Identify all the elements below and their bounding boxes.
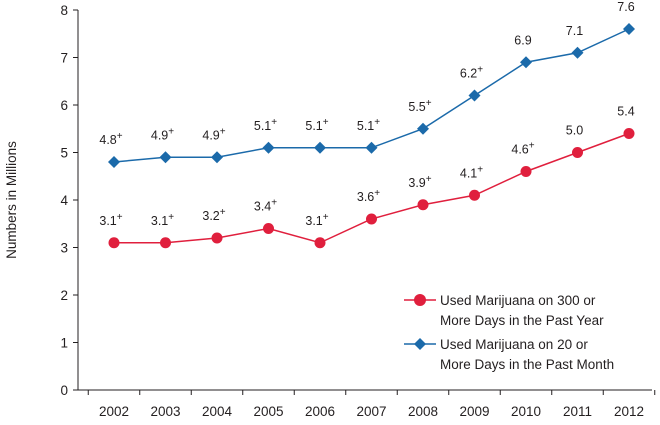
data-label: 3.1+ (305, 212, 328, 228)
x-tick-label: 2011 (563, 404, 592, 419)
series-layer (108, 23, 635, 249)
data-point-diamond (159, 151, 172, 164)
data-point-diamond (108, 156, 120, 168)
legend-entry-past-year: Used Marijuana on 300 or More Days in the… (404, 293, 604, 328)
data-point-diamond (211, 151, 223, 164)
data-label: 3.6+ (357, 188, 380, 204)
y-tick-label: 1 (60, 336, 68, 351)
legend-entry-past-month: Used Marijuana on 20 or More Days in the … (404, 337, 614, 372)
legend-label: More Days in the Past Month (440, 357, 614, 372)
axes: 0 1 2 3 4 5 6 7 8 2002 2003 2004 2005 2006 2007 2008 200… (4, 3, 656, 419)
y-tick-label: 3 (60, 241, 68, 256)
data-point-diamond (417, 122, 429, 135)
x-tick-label: 2004 (202, 404, 233, 419)
data-point-circle (572, 147, 583, 158)
data-point-circle (263, 223, 274, 234)
x-tick-label: 2008 (408, 404, 438, 419)
data-label: 3.4+ (254, 198, 277, 214)
data-point-diamond (623, 23, 635, 35)
y-tick-label: 7 (60, 51, 68, 66)
data-label: 3.1+ (151, 212, 174, 228)
data-point-diamond (262, 141, 275, 154)
data-label: 4.6+ (511, 141, 534, 157)
y-tick-label: 8 (60, 3, 68, 18)
x-tick-label: 2007 (356, 404, 386, 419)
data-point-diamond (468, 89, 481, 102)
data-point-diamond (520, 56, 532, 69)
data-label: 5.1+ (305, 117, 328, 133)
data-point-circle (469, 189, 480, 201)
x-tick-label: 2003 (150, 404, 180, 419)
legend-label: More Days in the Past Year (440, 313, 604, 328)
x-tick-label: 2006 (305, 404, 335, 419)
x-tick-label: 2009 (459, 404, 489, 419)
data-label: 5.5+ (408, 98, 431, 114)
data-point-circle (314, 237, 326, 249)
y-tick-label: 6 (60, 98, 68, 113)
data-point-diamond (365, 141, 378, 154)
data-label: 5.1+ (357, 117, 380, 133)
data-label: 6.2+ (460, 65, 483, 81)
y-tick-label: 0 (60, 383, 68, 398)
data-label: 4.9+ (151, 126, 174, 142)
legend-label: Used Marijuana on 20 or (440, 337, 588, 352)
y-tick-label: 2 (60, 288, 68, 303)
data-point-circle (108, 237, 120, 249)
data-label: 5.0 (566, 124, 583, 138)
data-point-circle (417, 199, 429, 211)
legend-marker-diamond (414, 338, 426, 350)
y-tick-label: 4 (60, 193, 68, 208)
data-point-circle (160, 237, 171, 249)
data-label: 4.8+ (99, 131, 122, 147)
data-label: 4.9+ (202, 126, 225, 142)
y-axis-title: Numbers in Millions (4, 141, 19, 259)
data-label: 3.2+ (202, 207, 225, 223)
data-point-circle (211, 232, 223, 244)
data-label: 5.1+ (254, 117, 277, 133)
series-past-year (108, 128, 635, 249)
y-tick-label: 5 (60, 146, 68, 161)
data-point-circle (366, 213, 377, 225)
x-tick-label: 2010 (511, 404, 541, 419)
x-tick-label: 2005 (253, 404, 283, 419)
x-tick-label: 2002 (99, 404, 129, 419)
data-label: 5.4 (617, 105, 634, 119)
legend: Used Marijuana on 300 or More Days in the… (404, 293, 614, 372)
data-label: 3.9+ (408, 174, 431, 190)
data-point-circle (520, 166, 532, 177)
data-point-circle (623, 128, 635, 139)
data-label: 7.6 (617, 0, 634, 14)
legend-marker-circle (414, 294, 426, 306)
legend-label: Used Marijuana on 300 or (440, 293, 596, 308)
data-point-diamond (314, 141, 326, 154)
data-labels: 4.8+ 4.9+ 4.9+ 5.1+ 5.1+ 5.1+ 5.5+ 6.2+ 6.9 7.1 7.… (99, 0, 634, 228)
series-past-month (108, 23, 635, 168)
data-point-diamond (571, 46, 584, 59)
data-label: 4.1+ (460, 164, 483, 180)
x-tick-label: 2012 (614, 404, 644, 419)
data-label: 6.9 (514, 33, 531, 47)
data-label: 7.1 (566, 24, 583, 38)
data-label: 3.1+ (99, 212, 122, 228)
